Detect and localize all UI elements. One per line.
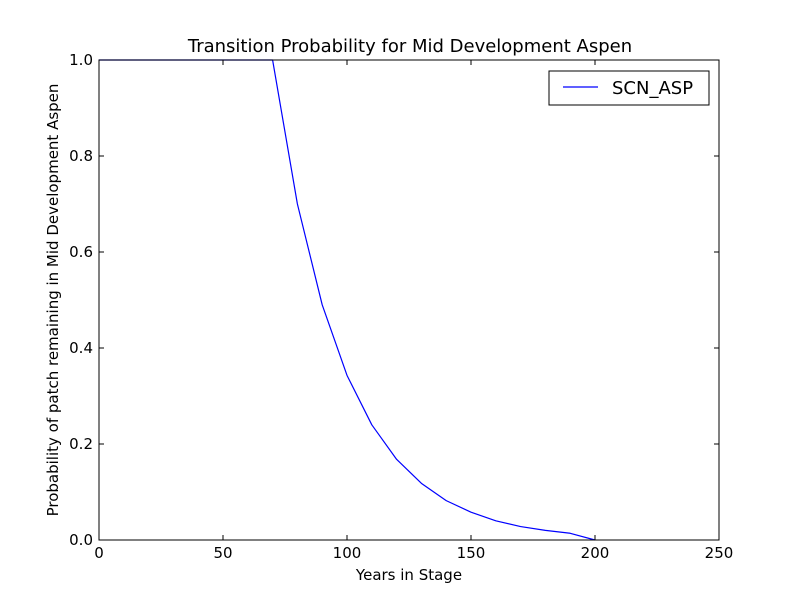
chart-title: Transition Probability for Mid Developme… (187, 36, 632, 57)
y-tick-label: 0.0 (69, 531, 93, 549)
x-tick-label: 100 (333, 544, 362, 562)
x-tick-label: 200 (581, 544, 610, 562)
x-tick-label: 50 (213, 544, 232, 562)
y-tick-label: 1.0 (69, 51, 93, 69)
y-tick-label: 0.4 (69, 339, 93, 357)
x-tick-label: 0 (94, 544, 104, 562)
ticks-layer: 0 50 100 150 200 250 0.0 0.2 0.4 0.6 0.8 1.0 (69, 51, 733, 562)
legend-box (548, 70, 710, 106)
y-tick-label: 0.8 (69, 147, 93, 165)
y-tick-label: 0.2 (69, 435, 93, 453)
legend: SCN_ASP (548, 70, 710, 106)
x-axis-label: Years in Stage (355, 566, 462, 584)
y-tick-label: 0.6 (69, 243, 93, 261)
y-axis-label: Probability of patch remaining in Mid De… (44, 84, 62, 517)
plot-frame (98, 59, 720, 541)
legend-label: SCN_ASP (612, 78, 693, 99)
x-tick-label: 150 (457, 544, 486, 562)
x-tick-label: 250 (705, 544, 734, 562)
